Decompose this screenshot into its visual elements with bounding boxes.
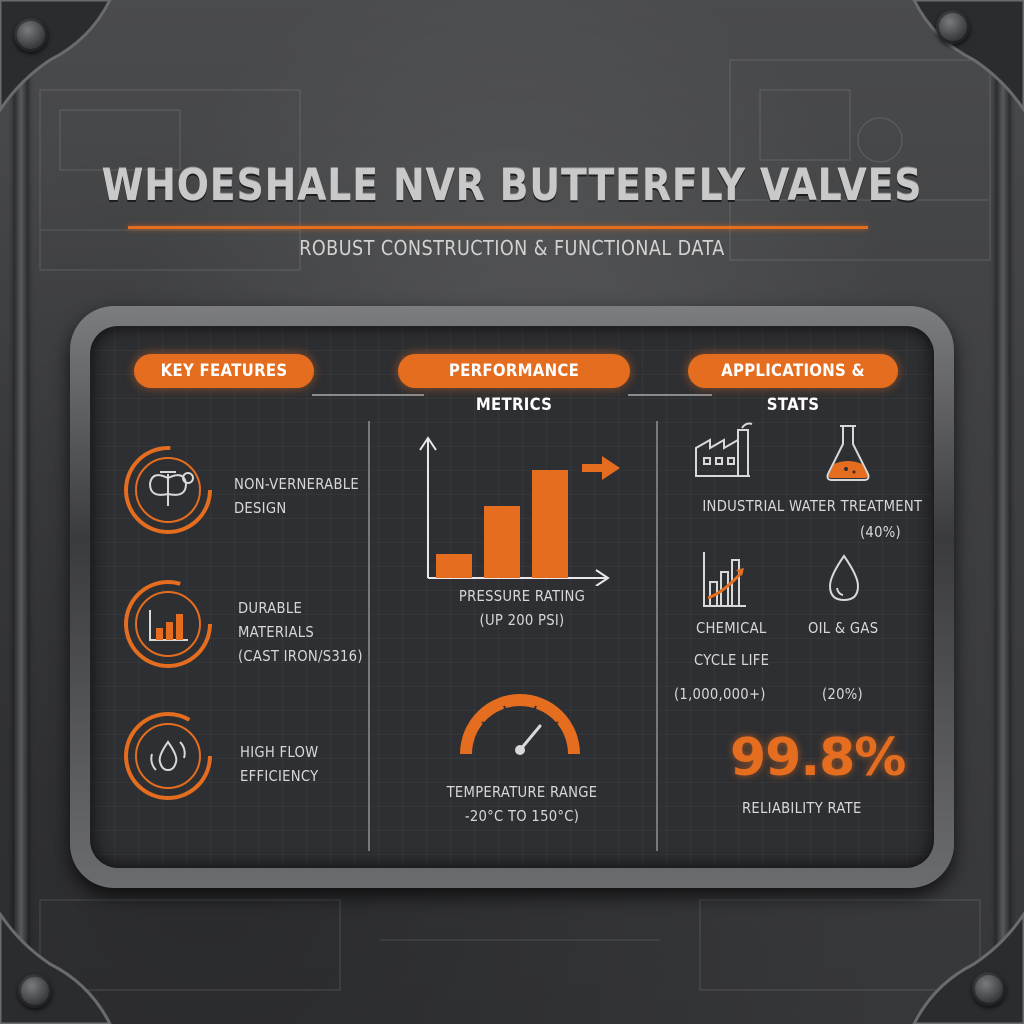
chemical-label: CHEMICAL	[696, 619, 767, 637]
chart-bar-1	[436, 554, 472, 578]
bolt-icon	[18, 974, 52, 1008]
butterfly-valve-icon	[124, 446, 212, 534]
chart-bar-2	[484, 506, 520, 578]
heading-connector	[312, 394, 424, 396]
applications-stats-heading: APPLICATIONS & STATS	[688, 354, 898, 415]
corner-bracket-bottom-right	[912, 911, 1024, 1024]
oil-gas-share: (20%)	[822, 685, 863, 703]
temperature-range-label: TEMPERATURE RANGE -20°C TO 150°C)	[446, 783, 598, 825]
oil-drop-icon	[828, 554, 860, 602]
trend-arrow-icon	[582, 456, 620, 480]
bolt-icon	[14, 18, 48, 52]
page-subtitle: ROBUST CONSTRUCTION & FUNCTIONAL DATA	[299, 236, 725, 260]
key-features-heading: KEY FEATURES	[134, 354, 314, 388]
pressure-rating-label: PRESSURE RATING (UP 200 PSI)	[458, 587, 586, 629]
reliability-value: 99.8%	[730, 728, 906, 788]
temperature-gauge-icon	[460, 694, 580, 755]
column-divider	[656, 421, 658, 851]
cycle-life-value: (1,000,000+)	[674, 685, 766, 703]
bar-chart-icon	[124, 580, 212, 668]
water-drop-cycle-icon	[124, 712, 212, 800]
reliability-label: RELIABILITY RATE	[742, 799, 862, 817]
performance-metrics-heading: PERFORMANCE METRICS	[398, 354, 630, 415]
growth-chart-icon	[703, 552, 746, 607]
cycle-life-label: CYCLE LIFE	[694, 651, 770, 669]
title-underline	[128, 226, 868, 229]
chemical-flask-icon	[826, 425, 870, 481]
chart-bar-3	[532, 470, 568, 578]
bolt-icon	[936, 10, 970, 44]
info-panel-frame: KEY FEATURES PERFORMANCE METRICS APPLICA…	[70, 306, 954, 888]
frame-rail-left	[14, 70, 28, 950]
feature-design-label: NON-VERNERABLE DESIGN	[234, 475, 360, 517]
page-title: WHOESHALE NVR BUTTERFLY VALVES	[101, 160, 923, 211]
pressure-bar-chart	[419, 436, 620, 586]
corner-bracket-top-left	[0, 0, 112, 113]
corner-bracket-bottom-left	[0, 911, 112, 1024]
frame-rail-right	[996, 70, 1010, 950]
info-panel: KEY FEATURES PERFORMANCE METRICS APPLICA…	[90, 326, 934, 868]
feature-materials-label: DURABLE MATERIALS (CAST IRON/S316)	[238, 599, 363, 665]
bolt-icon	[972, 972, 1006, 1006]
factory-icon	[695, 422, 753, 477]
oil-gas-label: OIL & GAS	[808, 619, 879, 637]
industrial-water-label: INDUSTRIAL WATER TREATMENT	[702, 497, 923, 515]
heading-connector	[628, 394, 712, 396]
feature-flow-label: HIGH FLOW EFFICIENCY	[240, 743, 319, 785]
column-divider	[368, 421, 370, 851]
industrial-water-share: (40%)	[860, 523, 901, 541]
